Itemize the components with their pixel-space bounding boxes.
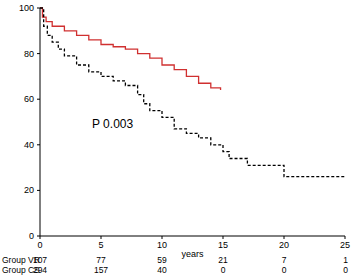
y-tick	[37, 8, 40, 9]
chart: 0204060801000510152025yearsP 0.003Group …	[0, 0, 355, 275]
survival-curve	[40, 8, 221, 90]
risk-number: 0	[343, 265, 348, 275]
x-tick	[284, 236, 285, 239]
y-tick	[37, 53, 40, 54]
risk-number: 157	[94, 265, 108, 275]
x-axis	[40, 236, 345, 237]
risk-number: 1	[343, 255, 348, 265]
annotation: P 0.003	[92, 117, 133, 131]
y-tick-label: 60	[24, 94, 34, 104]
risk-number: 21	[218, 255, 228, 265]
plot-area	[40, 8, 345, 177]
y-tick-label: 40	[24, 140, 34, 150]
x-tick	[162, 236, 163, 239]
x-tick	[101, 236, 102, 239]
y-tick-label: 0	[29, 231, 34, 241]
risk-number: 0	[221, 265, 226, 275]
x-tick-label: 25	[340, 240, 350, 250]
x-tick	[40, 236, 41, 239]
y-tick-label: 80	[24, 49, 34, 59]
y-tick	[37, 144, 40, 145]
risk-number: 294	[33, 265, 47, 275]
x-tick-label: 20	[279, 240, 289, 250]
x-tick	[345, 236, 346, 239]
y-tick	[37, 99, 40, 100]
risk-number: 77	[96, 255, 106, 265]
survival-curve	[40, 8, 345, 177]
x-tick-label: 5	[98, 240, 103, 250]
x-tick-label: 0	[37, 240, 42, 250]
x-tick-label: 15	[218, 240, 228, 250]
risk-number: 59	[157, 255, 167, 265]
y-tick-label: 20	[24, 185, 34, 195]
x-tick	[223, 236, 224, 239]
risk-number: 40	[157, 265, 167, 275]
x-axis-label: years	[181, 249, 204, 259]
risk-number: 107	[33, 255, 47, 265]
y-axis	[40, 8, 41, 236]
risk-number: 7	[282, 255, 287, 265]
risk-number: 0	[282, 265, 287, 275]
x-tick-label: 10	[157, 240, 167, 250]
y-tick-label: 100	[19, 3, 34, 13]
y-tick	[37, 190, 40, 191]
